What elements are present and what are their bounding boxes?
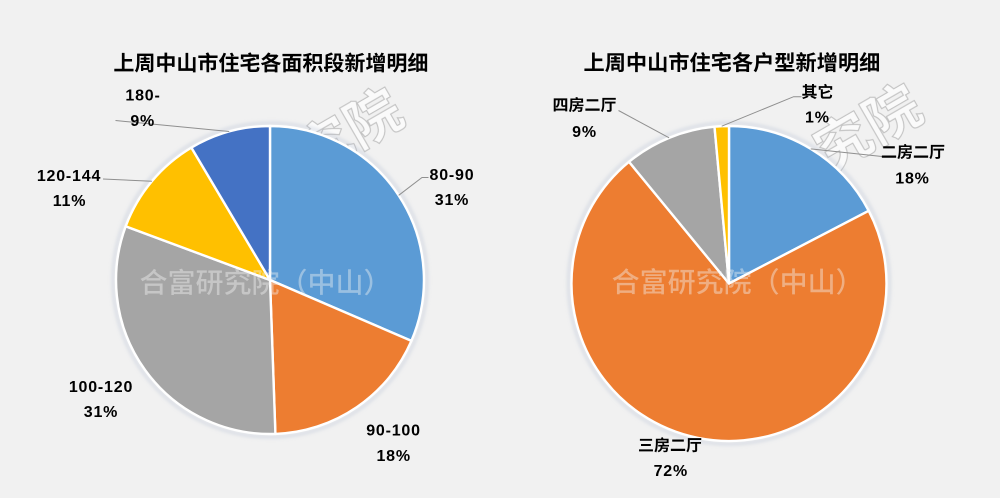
svg-text:11%: 11%: [53, 193, 87, 210]
svg-text:80-90: 80-90: [430, 167, 475, 184]
svg-text:31%: 31%: [84, 404, 118, 421]
svg-text:72%: 72%: [654, 463, 688, 480]
svg-text:9%: 9%: [130, 113, 155, 130]
svg-text:1%: 1%: [805, 109, 830, 126]
svg-text:120-144: 120-144: [37, 168, 101, 185]
svg-text:18%: 18%: [376, 448, 410, 465]
svg-text:90-100: 90-100: [366, 422, 421, 439]
svg-text:180-: 180-: [125, 87, 160, 104]
svg-text:100-120: 100-120: [69, 379, 133, 396]
svg-text:9%: 9%: [572, 124, 597, 141]
svg-text:18%: 18%: [895, 170, 929, 187]
svg-text:31%: 31%: [435, 192, 469, 209]
